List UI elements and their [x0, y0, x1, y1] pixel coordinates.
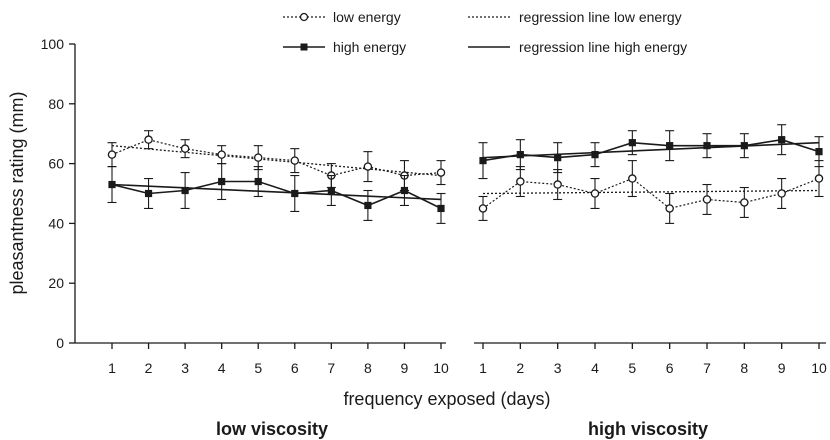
data-point-low-energy [516, 177, 525, 186]
data-point-high-energy [108, 180, 116, 189]
x-tick-label: 10 [433, 360, 449, 376]
data-point-high-energy [437, 204, 445, 213]
x-tick-label: 5 [254, 360, 262, 376]
data-point-low-energy [702, 195, 712, 204]
y-tick-label: 100 [41, 36, 65, 52]
data-point-high-energy [516, 151, 524, 159]
series-line-low-energy [111, 139, 442, 177]
legend-regression-high-energy-label: regression line high energy [519, 39, 687, 55]
data-point-high-energy [291, 189, 299, 198]
data-point-low-energy [814, 174, 824, 183]
regression-line-low-energy [111, 145, 442, 177]
x-tick-label: 7 [703, 360, 711, 376]
x-tick-label: 3 [554, 360, 562, 376]
series-line-high-energy [482, 138, 820, 162]
data-point-low-energy [107, 150, 117, 159]
x-tick-label: 2 [145, 360, 153, 376]
data-point-high-energy [254, 177, 262, 186]
x-tick-label: 7 [327, 360, 335, 376]
data-point-high-energy [218, 177, 226, 186]
data-point-low-energy [628, 174, 637, 183]
x-tick-label: 1 [479, 360, 487, 376]
data-point-high-energy [778, 136, 786, 144]
data-point-low-energy [363, 162, 373, 171]
x-axis-title: frequency exposed (days) [343, 389, 550, 409]
x-tick-label: 2 [516, 360, 524, 376]
data-point-low-energy [665, 204, 674, 213]
regression-line-high-energy [482, 141, 820, 159]
legend-low-energy-label: low energy [333, 9, 401, 25]
data-point-high-energy [364, 201, 372, 210]
data-point-low-energy [478, 204, 488, 213]
legend-regression-low-energy-label: regression line low energy [519, 9, 682, 25]
data-point-low-energy [553, 180, 562, 189]
data-point-high-energy [628, 139, 636, 147]
y-tick-label: 60 [48, 156, 64, 172]
panel-title-low-viscosity: low viscosity [216, 419, 328, 439]
y-tick-label: 20 [48, 275, 64, 291]
data-point-low-energy [777, 189, 786, 198]
data-point-low-energy [144, 135, 153, 144]
x-tick-label: 4 [218, 360, 226, 376]
x-ticks: 1 2 3 4 5 6 7 8 9 10 1 2 3 4 5 6 7 8 9 10 [108, 343, 827, 376]
y-tick-label: 40 [48, 215, 64, 231]
regression-line-low-energy [482, 189, 820, 195]
data-point-low-energy [436, 168, 446, 177]
data-point-low-energy [180, 144, 190, 153]
series-line-high-energy [111, 180, 442, 210]
y-tick-label: 80 [48, 96, 64, 112]
regression-line-high-energy [111, 183, 442, 201]
x-tick-label: 9 [401, 360, 409, 376]
plot-area [107, 124, 824, 224]
x-tick-label: 1 [108, 360, 116, 376]
data-point-low-energy [740, 198, 749, 207]
data-point-low-energy [217, 150, 226, 159]
y-axis-title: pleasantness rating (mm) [7, 91, 27, 294]
axes [74, 44, 826, 344]
data-point-high-energy [554, 154, 562, 162]
legend-high-energy-marker [300, 43, 308, 51]
data-point-high-energy [666, 142, 674, 150]
data-point-high-energy [144, 189, 153, 198]
x-tick-label: 3 [181, 360, 189, 376]
data-point-high-energy [479, 157, 487, 165]
y-ticks: 0 20 40 60 80 100 [41, 36, 75, 351]
panel-title-high-viscosity: high viscosity [588, 419, 708, 439]
x-tick-label: 10 [811, 360, 827, 376]
data-point-high-energy [591, 151, 599, 159]
data-point-high-energy [181, 186, 189, 195]
legend-high-energy-label: high energy [333, 39, 406, 55]
data-point-high-energy [400, 186, 409, 195]
legend-low-energy-marker [299, 12, 309, 22]
x-tick-label: 5 [628, 360, 636, 376]
x-tick-label: 8 [740, 360, 748, 376]
data-point-low-energy [290, 156, 300, 165]
data-point-high-energy [327, 186, 335, 195]
data-point-high-energy [740, 142, 748, 150]
data-point-low-energy [590, 189, 600, 198]
x-tick-label: 4 [591, 360, 599, 376]
x-tick-label: 9 [778, 360, 786, 376]
series-line-low-energy [482, 177, 820, 210]
data-point-high-energy [703, 142, 711, 150]
data-point-low-energy [253, 153, 263, 162]
legend: low energy high energy regression line l… [283, 9, 687, 55]
y-tick-label: 0 [56, 335, 64, 351]
x-tick-label: 6 [291, 360, 299, 376]
x-tick-label: 8 [364, 360, 372, 376]
x-tick-label: 6 [666, 360, 674, 376]
data-point-high-energy [815, 148, 823, 156]
